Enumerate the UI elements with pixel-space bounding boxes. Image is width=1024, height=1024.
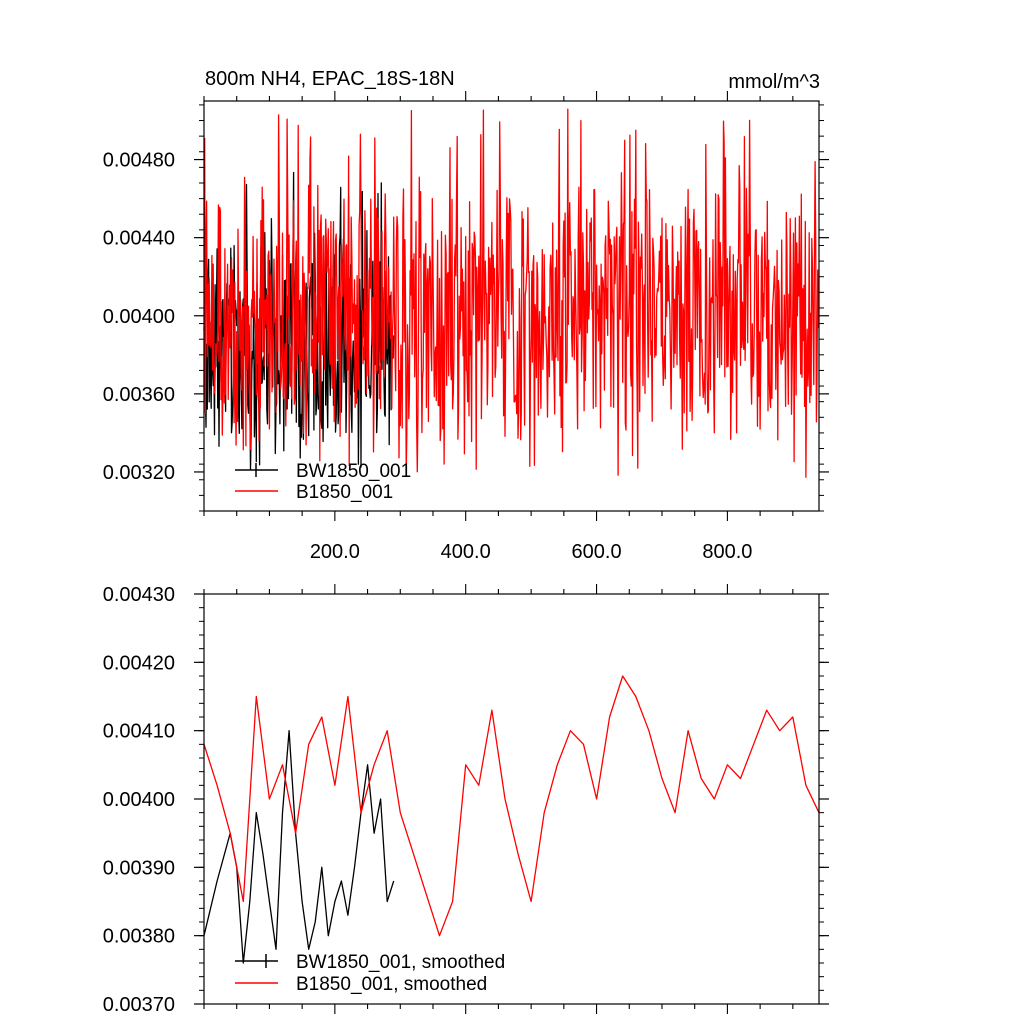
- y-tick-label: 0.00420: [103, 652, 175, 674]
- legend-b1850-smoothed-label: B1850_001, smoothed: [296, 974, 487, 995]
- top-axes: 0.00320 0.00360 0.00400 0.00440 0.00480 200.0…: [103, 91, 829, 563]
- bottom-axes: 0.00370 0.00380 0.00390 0.00400 0.00410 0.004…: [103, 584, 829, 1016]
- bottom-legend: BW1850_001, smoothed B1850_001, smoothed: [235, 952, 505, 995]
- x-tick-label: 800.0: [702, 541, 752, 563]
- x-tick-label: 600.0: [572, 541, 622, 563]
- bottom-panel: 0.00370 0.00380 0.00390 0.00400 0.00410 0.004…: [103, 584, 829, 1016]
- bottom-series-layer: [203, 675, 820, 964]
- top-series-layer: [203, 108, 819, 478]
- y-tick-label: 0.00430: [103, 584, 175, 606]
- top-panel: 800m NH4, EPAC_18S-18N mmol/m^3 0.003200…: [103, 68, 829, 563]
- y-tick-label: 0.00360: [103, 384, 175, 406]
- y-tick-label: 0.00390: [103, 857, 175, 879]
- bottom-plot-frame: [203, 593, 820, 1005]
- series-line-bw1850-001: [203, 171, 395, 470]
- legend-b1850-label: B1850_001: [296, 482, 393, 503]
- y-tick-label: 0.00440: [103, 228, 175, 250]
- y-tick-label: 0.00480: [103, 150, 175, 172]
- legend-bw1850-smoothed-label: BW1850_001, smoothed: [296, 952, 505, 973]
- series-line-b1850-001: [203, 108, 819, 478]
- top-legend: BW1850_001 B1850_001: [235, 461, 411, 503]
- y-tick-label: 0.00320: [103, 462, 175, 484]
- y-tick-label: 0.00370: [103, 994, 175, 1016]
- series-line-b1850-001-smoothed: [203, 675, 820, 937]
- y-tick-label: 0.00400: [103, 306, 175, 328]
- x-tick-label: 400.0: [441, 541, 491, 563]
- top-units: mmol/m^3: [728, 71, 820, 93]
- top-title: 800m NH4, EPAC_18S-18N: [205, 68, 455, 90]
- top-plot-frame: [203, 100, 820, 512]
- y-tick-label: 0.00400: [103, 789, 175, 811]
- y-tick-label: 0.00380: [103, 926, 175, 948]
- legend-bw1850-label: BW1850_001: [296, 461, 411, 482]
- y-tick-label: 0.00410: [103, 721, 175, 743]
- x-tick-label: 200.0: [310, 541, 360, 563]
- series-line-bw1850-001-smoothed: [203, 730, 395, 964]
